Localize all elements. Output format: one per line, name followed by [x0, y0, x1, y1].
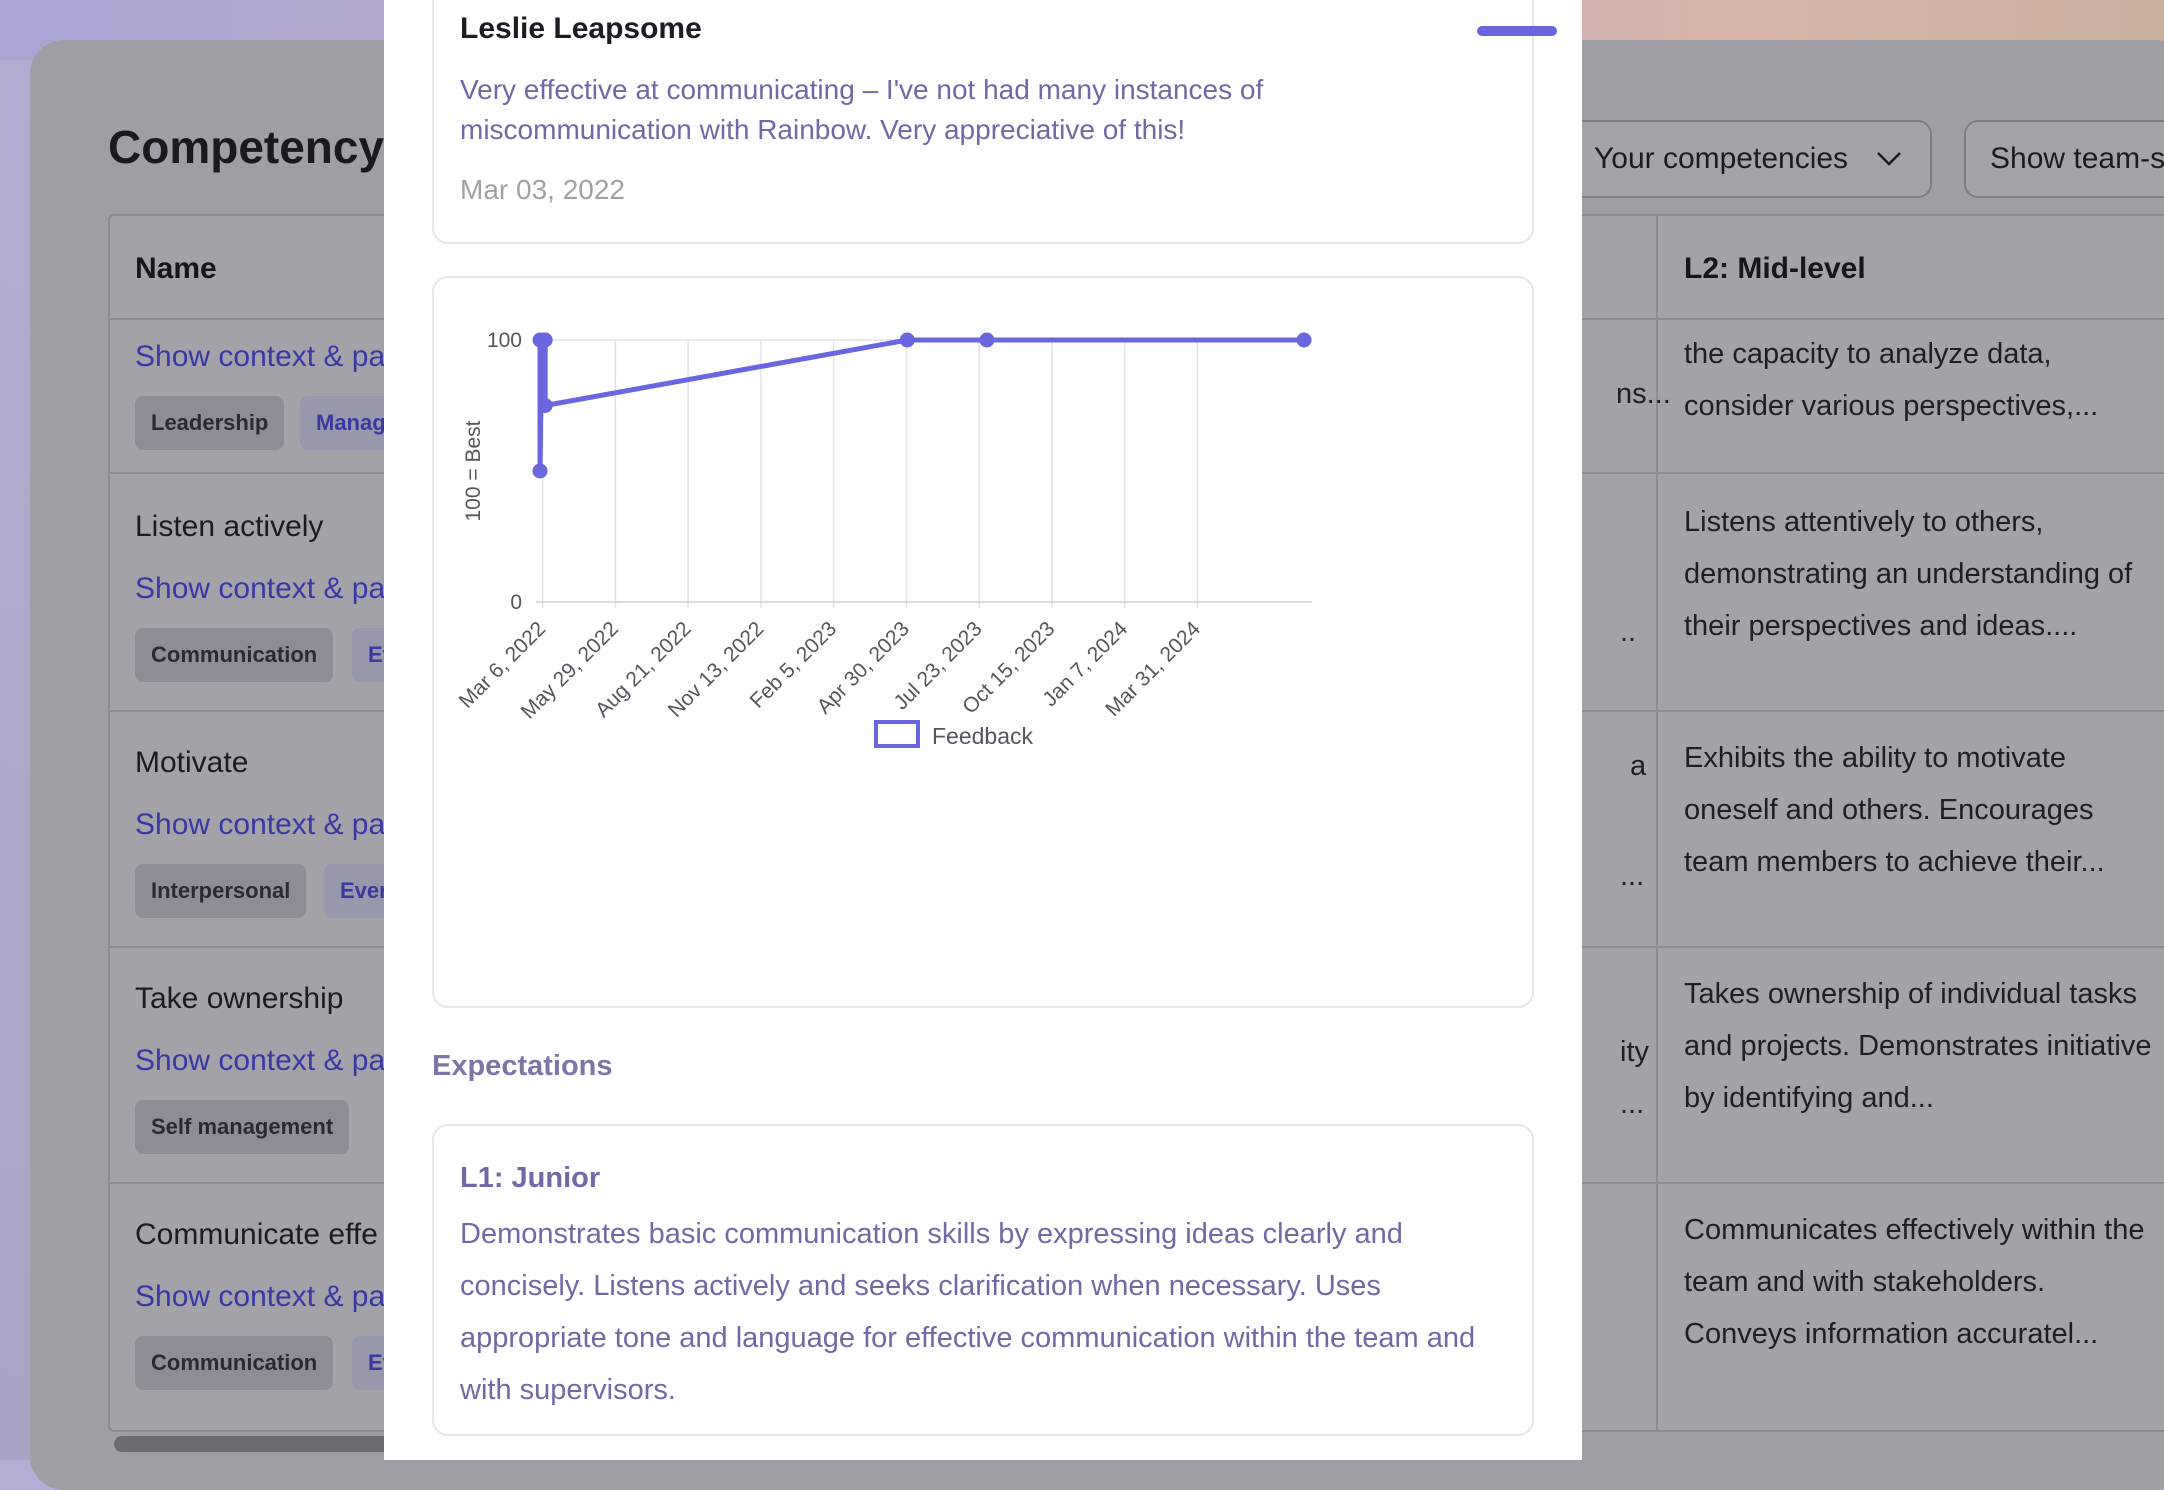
show-team-label: Show team-s	[1990, 142, 2164, 175]
show-context-link[interactable]: Show context & pa	[135, 340, 386, 373]
competencies-dropdown[interactable]: Your competencies	[1568, 120, 1932, 198]
feedback-rating-bar	[1477, 26, 1557, 36]
l2-description: Listens attentively to others, demonstra…	[1684, 506, 2133, 642]
tag[interactable]: Interpersonal	[135, 864, 307, 918]
tag[interactable]: Communication	[135, 628, 334, 682]
l2-description: Takes ownership of individual tasks and …	[1684, 978, 2152, 1114]
tag[interactable]: Leadership	[135, 396, 285, 450]
data-point	[537, 398, 553, 413]
expectation-card: L1: Junior Demonstrates basic communicat…	[432, 1124, 1534, 1436]
y-axis-label: 100 = Best	[462, 420, 485, 521]
partial-text: ...	[1620, 1088, 1645, 1120]
header-name: Name	[135, 252, 217, 285]
chevron-down-icon	[1876, 151, 1902, 167]
data-point	[1296, 332, 1312, 348]
y-tick-label: 0	[510, 591, 522, 614]
data-point	[537, 332, 553, 348]
feedback-author: Leslie Leapsome	[460, 12, 702, 45]
feedback-card: Leslie Leapsome Very effective at commun…	[432, 0, 1557, 244]
l2-description: Communicates effectively within the team…	[1684, 1214, 2145, 1350]
competency-name: Take ownership	[135, 982, 344, 1015]
show-context-link[interactable]: Show context & pa	[135, 808, 386, 841]
legend-label: Feedback	[932, 723, 1034, 749]
dropdown-label: Your competencies	[1594, 142, 1849, 175]
show-context-link[interactable]: Show context & pa	[135, 572, 386, 605]
partial-text: ns...	[1616, 378, 1671, 410]
show-context-link[interactable]: Show context & pa	[135, 1044, 386, 1077]
competency-modal: Leslie Leapsome Very effective at commun…	[384, 0, 1582, 1460]
tag[interactable]: Self management	[135, 1100, 350, 1154]
competency-name: Communicate effe	[135, 1218, 378, 1251]
series-line	[537, 337, 1304, 474]
expectations-label: Expectations	[432, 1050, 613, 1082]
competency-name: Listen actively	[135, 510, 324, 543]
page-title: Competency	[108, 121, 385, 173]
l2-description: Exhibits the ability to motivate oneself…	[1684, 742, 2105, 878]
competency-name: Motivate	[135, 746, 249, 779]
partial-text: a	[1630, 750, 1647, 782]
column-divider	[1656, 216, 1658, 1430]
data-point	[532, 463, 548, 479]
data-point	[979, 332, 995, 348]
show-context-link[interactable]: Show context & pa	[135, 1280, 386, 1313]
horizontal-scrollbar[interactable]	[114, 1436, 414, 1452]
partial-text: ity	[1620, 1036, 1649, 1068]
header-l2: L2: Mid-level	[1684, 252, 1866, 285]
tag[interactable]: Communication	[135, 1336, 334, 1390]
feedback-date: Mar 03, 2022	[460, 174, 625, 205]
show-team-button[interactable]: Show team-s	[1964, 120, 2164, 198]
partial-text: ...	[1620, 860, 1645, 892]
feedback-text: Very effective at communicating – I've n…	[460, 74, 1264, 145]
expectation-text: Demonstrates basic communication skills …	[460, 1218, 1476, 1406]
y-tick-label: 100	[487, 329, 522, 352]
data-point	[899, 332, 915, 348]
expectation-level: L1: Junior	[460, 1162, 601, 1194]
partial-text: ..	[1620, 616, 1637, 648]
legend-swatch	[874, 720, 920, 748]
l2-description: the capacity to analyze data, consider v…	[1684, 338, 2099, 422]
feedback-chart-card: Mar 6, 2022 May 29, 2022 Aug 21, 2022 Nov 1…	[432, 276, 1534, 1008]
